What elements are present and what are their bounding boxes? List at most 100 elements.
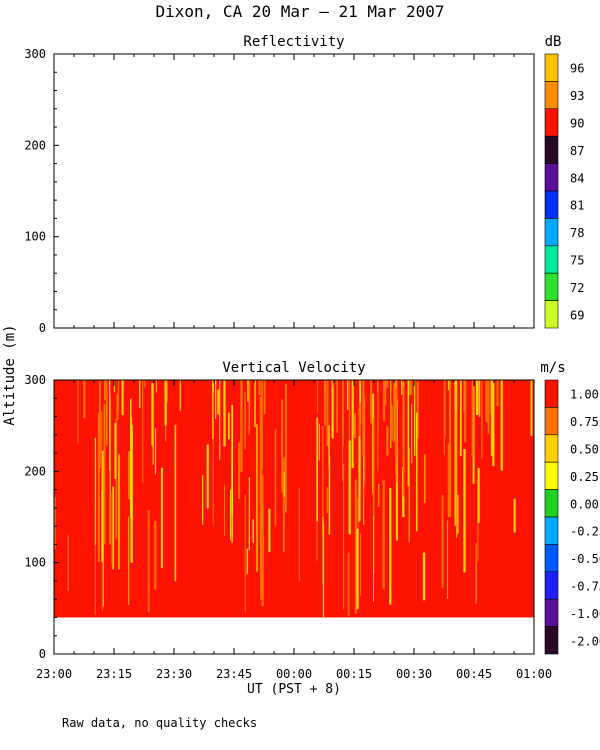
- velocity-heat-streak: [154, 428, 157, 475]
- reflectivity-colorbar: 96 93 90 87 84 81 78 75 72 69: [544, 53, 584, 329]
- velocity-heat-streak: [248, 380, 250, 435]
- colorbar-label: 78: [570, 226, 584, 240]
- colorbar-swatch: [544, 461, 559, 490]
- velocity-heat-streak: [414, 380, 416, 456]
- reflectivity-unit: dB: [545, 34, 562, 50]
- velocity-heat-streak: [328, 456, 331, 535]
- velocity-heat-background: [54, 380, 534, 618]
- velocity-heat-streak: [215, 380, 217, 419]
- y-tick-label: 300: [24, 373, 46, 387]
- velocity-heat-streak: [160, 467, 163, 568]
- velocity-unit: m/s: [540, 360, 565, 376]
- velocity-heat-streak: [363, 454, 365, 525]
- velocity-heat-streak: [104, 380, 106, 401]
- velocity-heat-streak: [174, 424, 177, 582]
- velocity-heat-streak: [238, 442, 241, 499]
- velocity-heat-streak: [402, 386, 405, 497]
- velocity-heat-streak: [116, 394, 119, 420]
- velocity-heat-streak: [98, 381, 101, 468]
- velocity-heat-streak: [217, 389, 220, 415]
- velocity-heat-streak: [416, 412, 418, 532]
- velocity-heat-streak: [114, 423, 117, 479]
- colorbar-swatch: [544, 407, 559, 436]
- velocity-heat-streak: [244, 494, 246, 613]
- velocity-heat-streak: [101, 411, 103, 491]
- velocity-heat-streak: [359, 380, 362, 424]
- velocity-heat-streak: [394, 388, 397, 458]
- velocity-heat-streak: [396, 380, 398, 483]
- colorbar-label: 84: [570, 171, 584, 185]
- velocity-heat-streak: [147, 510, 150, 612]
- velocity-heat-streak: [263, 380, 266, 415]
- reflectivity-x-axis: [53, 54, 535, 328]
- colorbar-swatch: [544, 135, 559, 164]
- velocity-heat-streak: [224, 485, 225, 536]
- velocity-heat-streak: [262, 535, 265, 568]
- x-tick-label: 23:30: [156, 667, 192, 681]
- velocity-heat-streak: [97, 412, 100, 562]
- x-tick-label: 00:45: [456, 667, 492, 681]
- footnote: Raw data, no quality checks: [62, 716, 257, 730]
- colorbar-label: 90: [570, 117, 584, 131]
- colorbar-swatch: [544, 218, 559, 247]
- velocity-heat-streak: [449, 380, 451, 517]
- velocity-heat-streak: [284, 384, 287, 513]
- velocity-heat-streak: [223, 380, 226, 447]
- velocity-heat-streak: [422, 552, 426, 601]
- velocity-heat-streak: [342, 380, 344, 482]
- velocity-heat-streak: [500, 380, 503, 471]
- velocity-heat-streak: [155, 380, 157, 393]
- velocity-heat-streak: [326, 487, 329, 514]
- colorbar-label: 93: [570, 89, 584, 103]
- colorbar-swatch: [544, 626, 559, 655]
- colorbar-swatch: [544, 163, 559, 192]
- velocity-heat-streak: [408, 380, 412, 396]
- velocity-heat-streak: [282, 457, 285, 552]
- velocity-heat-streak: [247, 380, 250, 402]
- velocity-heat-streak: [441, 495, 444, 589]
- velocity-heat-streak: [385, 380, 389, 388]
- y-tick-label: 300: [24, 47, 46, 61]
- velocity-heat-streak: [318, 423, 320, 461]
- velocity-heatmap: [54, 380, 534, 618]
- velocity-heat-streak: [477, 467, 480, 523]
- velocity-heat-streak: [475, 380, 479, 415]
- velocity-heat-streak: [281, 399, 283, 493]
- velocity-heat-streak: [463, 448, 466, 573]
- velocity-heat-streak: [112, 486, 115, 570]
- velocity-heat-streak: [179, 380, 181, 411]
- velocity-heat-streak: [378, 483, 380, 507]
- velocity-heat-streak: [274, 429, 277, 526]
- velocity-heat-streak: [370, 380, 373, 424]
- reflectivity-title: Reflectivity: [243, 34, 344, 50]
- velocity-heat-streak: [328, 425, 330, 467]
- velocity-heat-streak: [343, 464, 345, 610]
- colorbar-swatch: [544, 272, 559, 301]
- velocity-heat-streak: [228, 412, 230, 440]
- velocity-heat-streak: [111, 492, 113, 565]
- velocity-heat-streak: [114, 380, 115, 393]
- velocity-heat-streak: [268, 508, 271, 552]
- colorbar-label: 75: [570, 254, 584, 268]
- colorbar-label: 0.50: [570, 443, 599, 457]
- velocity-heat-streak: [326, 380, 329, 447]
- colorbar-label: -0.50: [570, 552, 600, 566]
- figure-title: Dixon, CA 20 Mar — 21 Mar 2007: [156, 2, 445, 21]
- y-tick-label: 100: [24, 230, 46, 244]
- colorbar-swatch: [544, 434, 559, 463]
- velocity-heat-streak: [447, 380, 450, 390]
- velocity-heat-streak: [346, 380, 349, 410]
- velocity-heat-streak: [489, 380, 491, 414]
- x-tick-label: 01:00: [516, 667, 552, 681]
- velocity-heat-streak: [316, 380, 318, 414]
- velocity-heat-streak: [54, 497, 56, 549]
- velocity-heat-streak: [354, 479, 357, 614]
- reflectivity-plot-frame: [53, 53, 535, 329]
- velocity-heat-streak: [377, 392, 379, 472]
- velocity-title: Vertical Velocity: [222, 360, 365, 376]
- colorbar-label: -0.75: [570, 580, 600, 594]
- velocity-heat-streak: [248, 477, 250, 551]
- velocity-heat-streak: [117, 380, 119, 414]
- velocity-heat-streak: [384, 380, 387, 406]
- colorbar-swatch: [544, 489, 559, 518]
